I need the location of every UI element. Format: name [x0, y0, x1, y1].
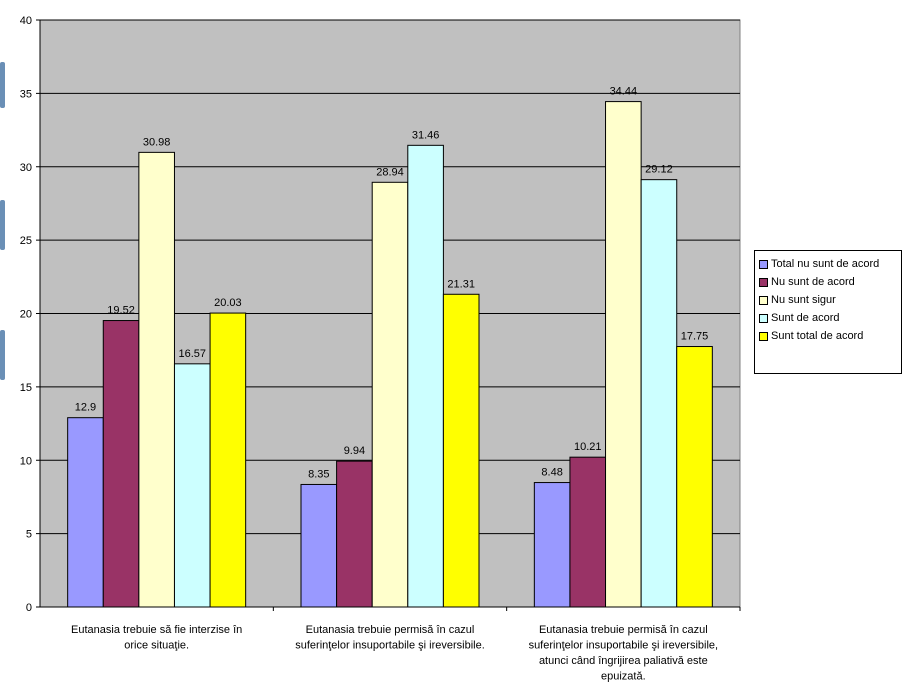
legend-label: Nu sunt de acord	[771, 276, 855, 288]
data-label: 34.44	[610, 86, 638, 98]
x-category-label: Eutanasia trebuie permisă în cazul	[539, 624, 708, 636]
y-tick-label: 20	[20, 309, 32, 321]
legend-swatch	[759, 259, 768, 269]
bar	[102, 320, 140, 608]
bar	[173, 363, 211, 608]
x-category-label: orice situaţie.	[124, 640, 189, 652]
legend-swatch	[759, 277, 768, 287]
data-label: 12.9	[75, 402, 96, 414]
legend-label: Total nu sunt de acord	[771, 258, 880, 270]
x-category-label: suferinţelor insuportabile şi ireversibi…	[529, 640, 719, 652]
y-tick-label: 15	[20, 382, 32, 394]
bar	[442, 293, 480, 608]
left-edge-mark-1	[0, 62, 5, 108]
legend-item: Nu sunt de acord	[759, 273, 901, 291]
bar	[67, 417, 104, 608]
y-tick-label: 40	[20, 15, 32, 27]
bar	[300, 483, 338, 608]
legend-item: Sunt total de acord	[759, 327, 901, 345]
data-label: 17.75	[681, 331, 709, 343]
y-tick-label: 35	[20, 88, 32, 100]
legend: Total nu sunt de acord Nu sunt de acord Nu…	[754, 250, 902, 374]
bar	[371, 181, 409, 608]
x-category-label: suferinţelor insuportabile şi ireversibi…	[295, 640, 485, 652]
legend-swatch	[759, 313, 768, 323]
data-label: 8.48	[541, 467, 562, 479]
bar	[407, 144, 444, 608]
left-edge-mark-3	[0, 330, 5, 380]
legend-item: Nu sunt sigur	[759, 291, 901, 309]
bar	[138, 151, 175, 608]
bar	[336, 460, 373, 608]
x-category-label: atunci când îngrijirea paliativă este	[539, 655, 708, 667]
legend-label: Nu sunt sigur	[771, 294, 836, 306]
y-tick-label: 30	[20, 162, 32, 174]
legend-swatch	[759, 295, 768, 305]
bar	[569, 456, 607, 608]
y-tick-label: 25	[20, 235, 32, 247]
legend-swatch	[759, 331, 768, 341]
data-label: 21.31	[447, 278, 475, 290]
y-tick-label: 0	[26, 602, 32, 614]
data-label: 31.46	[412, 129, 440, 141]
data-label: 10.21	[574, 441, 602, 453]
legend-item: Total nu sunt de acord	[759, 255, 901, 273]
y-tick-label: 5	[26, 529, 32, 541]
legend-label: Sunt total de acord	[771, 330, 864, 342]
bar	[209, 312, 247, 608]
data-label: 19.52	[107, 305, 135, 317]
data-label: 9.94	[344, 445, 365, 457]
legend-item: Sunt de acord	[759, 309, 901, 327]
bar	[533, 482, 571, 608]
bar	[605, 101, 642, 608]
data-label: 28.94	[376, 166, 404, 178]
left-edge-mark-2	[0, 200, 5, 250]
x-category-label: Eutanasia trebuie să fie interzise în	[71, 624, 242, 636]
x-category-label: epuizată.	[601, 671, 646, 683]
data-label: 8.35	[308, 468, 329, 480]
data-label: 30.98	[143, 136, 171, 148]
y-tick-label: 10	[20, 455, 32, 467]
legend-label: Sunt de acord	[771, 312, 840, 324]
x-category-label: Eutanasia trebuie permisă în cazul	[306, 624, 475, 636]
data-label: 20.03	[214, 297, 242, 309]
bar	[676, 346, 713, 608]
data-label: 16.57	[179, 348, 207, 360]
data-label: 29.12	[645, 164, 673, 176]
bar	[640, 179, 678, 608]
